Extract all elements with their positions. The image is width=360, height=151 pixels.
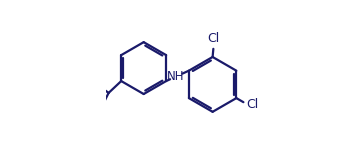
Text: NH: NH (167, 70, 185, 83)
Text: Cl: Cl (207, 32, 220, 45)
Text: Cl: Cl (246, 98, 258, 111)
